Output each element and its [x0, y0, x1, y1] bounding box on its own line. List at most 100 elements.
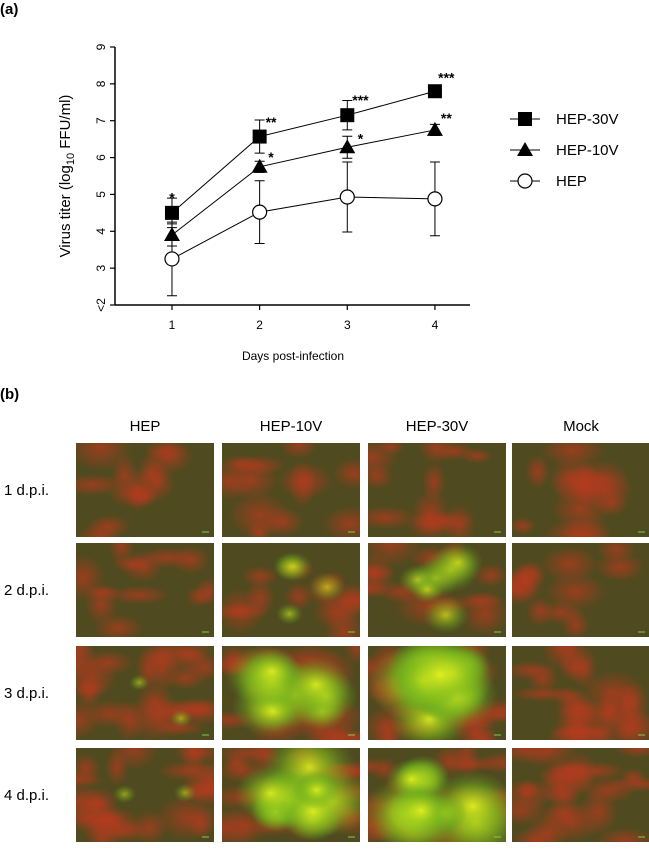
- green-patch: [385, 758, 438, 801]
- red-patch: [538, 774, 583, 804]
- red-patch: [512, 516, 537, 535]
- significance: **: [266, 114, 277, 130]
- marker: [164, 205, 179, 220]
- column-header: HEP-30V: [406, 418, 469, 435]
- red-patch: [433, 443, 475, 461]
- micrograph: [512, 748, 649, 842]
- legend-label: HEP-10V: [556, 142, 619, 159]
- y-tick-label: 5: [94, 191, 108, 198]
- red-patch: [83, 699, 136, 729]
- micrograph: [76, 543, 214, 637]
- y-tick-label: <2: [94, 298, 108, 312]
- red-patch: [620, 768, 647, 786]
- micrograph: [368, 543, 506, 637]
- green-patch: [385, 646, 495, 719]
- micrograph: [368, 646, 506, 740]
- red-patch: [165, 666, 207, 691]
- significance: ***: [438, 70, 455, 86]
- red-patch: [241, 565, 280, 587]
- red-patch: [539, 443, 607, 467]
- marker: [339, 189, 355, 205]
- marker: [251, 158, 268, 173]
- red-patch: [187, 807, 214, 839]
- series: [164, 161, 443, 297]
- red-patch: [332, 457, 360, 490]
- red-patch: [599, 709, 649, 740]
- micrograph: [222, 748, 360, 842]
- red-patch: [170, 545, 211, 575]
- micrograph: [222, 646, 360, 740]
- y-axis-label-part: FFU/ml): [57, 95, 74, 153]
- significance: *: [268, 149, 274, 165]
- line: [171, 90, 436, 214]
- green-patch: [275, 602, 304, 625]
- x-axis-label: Days post-infection: [242, 349, 344, 363]
- red-patch: [342, 646, 360, 665]
- red-patch: [512, 660, 559, 681]
- red-patch: [377, 443, 406, 455]
- marker: [426, 121, 443, 136]
- red-patch: [368, 505, 417, 530]
- red-patch: [228, 491, 291, 537]
- red-patch: [368, 543, 422, 568]
- red-patch: [312, 596, 360, 630]
- row-header: 1 d.p.i.: [4, 482, 49, 499]
- y-tick-label: 6: [94, 154, 108, 161]
- red-patch: [368, 463, 394, 490]
- micrograph: [222, 443, 360, 537]
- row-header: 4 d.p.i.: [4, 787, 49, 804]
- y-axis-label-part: Virus titer (log: [57, 165, 74, 257]
- red-patch: [245, 578, 276, 618]
- x-tick-label: 1: [169, 318, 176, 332]
- red-patch: [368, 580, 391, 597]
- marker: [164, 251, 180, 267]
- micrograph: [512, 543, 649, 637]
- green-patch: [309, 572, 346, 602]
- significance: *: [358, 130, 364, 146]
- red-patch: [561, 608, 590, 637]
- series: [164, 84, 442, 229]
- green-patch: [292, 771, 341, 809]
- red-patch: [540, 545, 600, 584]
- red-patch: [525, 596, 555, 627]
- micrograph: [76, 443, 214, 537]
- red-patch: [76, 771, 105, 789]
- red-patch: [156, 760, 214, 782]
- red-patch: [83, 806, 144, 841]
- red-patch: [110, 453, 139, 499]
- green-patch: [169, 709, 193, 728]
- micrograph: [512, 443, 649, 537]
- red-patch: [142, 646, 178, 673]
- legend-marker: [517, 173, 533, 189]
- red-patch: [595, 826, 649, 842]
- red-patch: [467, 727, 499, 740]
- red-patch: [321, 505, 360, 537]
- red-patch: [410, 489, 450, 536]
- legend-label: HEP: [556, 173, 587, 190]
- marker: [340, 108, 355, 123]
- legend-marker: [517, 142, 533, 156]
- significance: **: [441, 110, 452, 126]
- green-patch: [173, 783, 197, 803]
- red-patch: [123, 696, 190, 740]
- column-header: HEP-10V: [260, 418, 323, 435]
- x-tick-label: 3: [344, 318, 351, 332]
- red-patch: [279, 443, 318, 459]
- red-patch: [595, 543, 638, 562]
- red-patch: [512, 748, 559, 764]
- red-patch: [548, 724, 602, 740]
- y-tick-label: 4: [94, 228, 108, 235]
- red-patch: [185, 585, 214, 608]
- red-patch: [512, 572, 538, 607]
- micrograph: [368, 443, 506, 537]
- green-patch: [242, 647, 302, 695]
- red-patch: [512, 685, 578, 703]
- marker: [427, 84, 442, 99]
- red-patch: [368, 757, 382, 775]
- red-patch: [477, 751, 506, 774]
- green-patch: [112, 784, 137, 804]
- red-patch: [288, 460, 317, 509]
- green-patch: [410, 576, 444, 604]
- red-patch: [177, 646, 207, 664]
- row-header: 3 d.p.i.: [4, 685, 49, 702]
